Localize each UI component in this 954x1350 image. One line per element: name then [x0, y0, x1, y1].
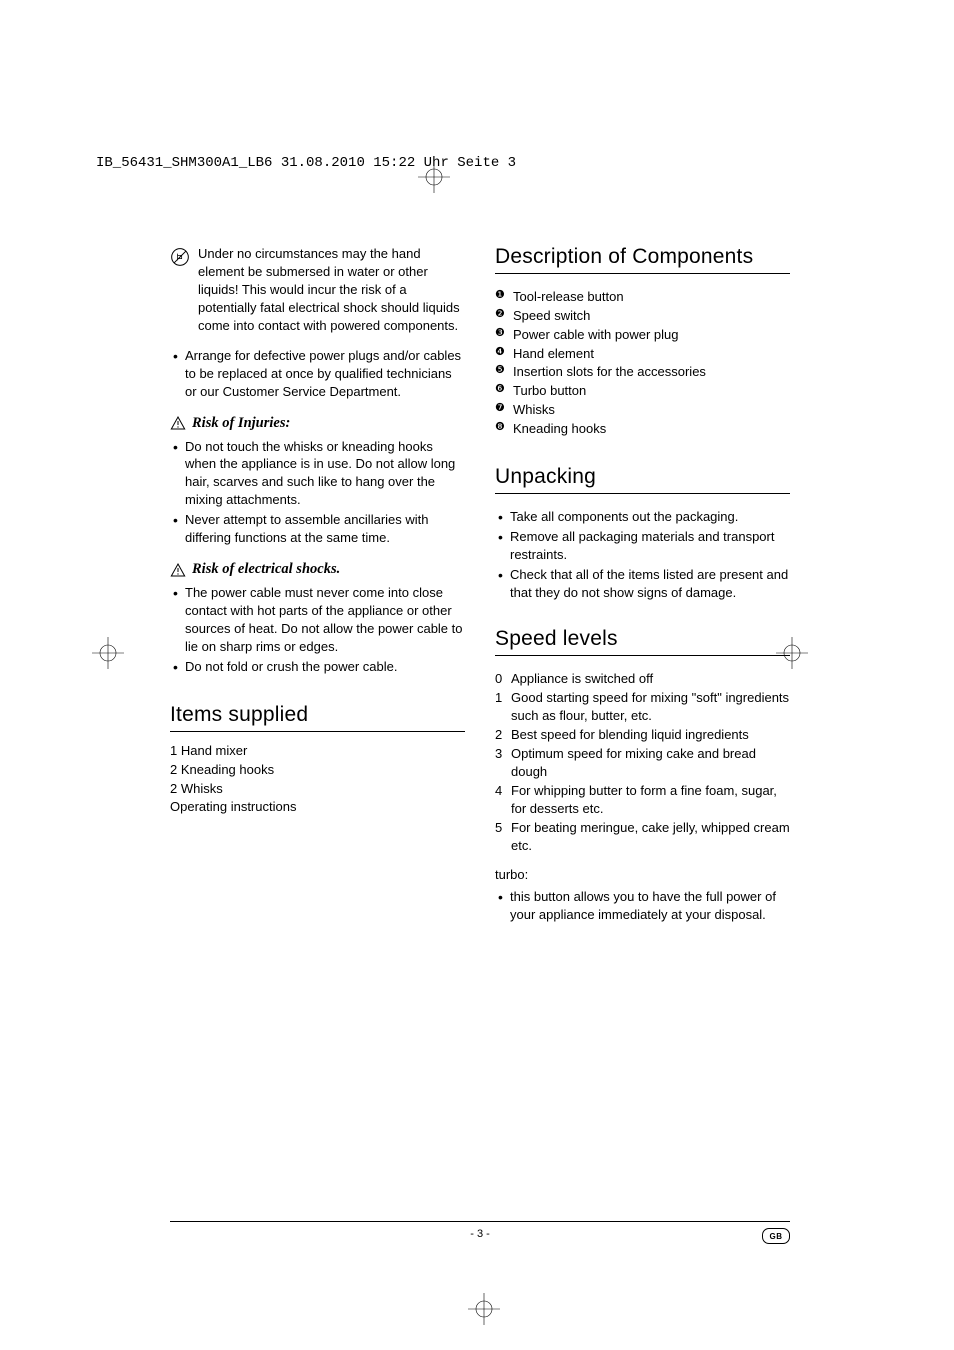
speed-number: 4 — [495, 782, 511, 800]
defective-plug-item: Arrange for defective power plugs and/or… — [185, 347, 465, 401]
no-submerse-text: Under no circumstances may the hand elem… — [198, 245, 465, 335]
crop-mark-bottom-icon — [468, 1293, 500, 1325]
turbo-list: this button allows you to have the full … — [495, 888, 790, 924]
items-supplied-heading: Items supplied — [170, 703, 465, 732]
component-label: Power cable with power plug — [513, 326, 678, 345]
component-number-icon: ❽ — [495, 420, 507, 436]
warning-triangle-icon — [170, 562, 186, 578]
right-column: Description of Components ❶ Tool-release … — [495, 245, 790, 938]
component-number-icon: ❹ — [495, 345, 507, 361]
component-item: ❻ Turbo button — [495, 382, 790, 401]
component-label: Tool-release button — [513, 288, 624, 307]
speed-item: 4For whipping butter to form a fine foam… — [495, 782, 790, 818]
page-number: - 3 - — [470, 1228, 490, 1240]
speed-number: 0 — [495, 670, 511, 688]
speed-number: 1 — [495, 689, 511, 707]
speed-number: 5 — [495, 819, 511, 837]
component-number-icon: ❸ — [495, 326, 507, 342]
no-submerse-warning: Under no circumstances may the hand elem… — [170, 245, 465, 335]
component-label: Hand element — [513, 345, 594, 364]
component-label: Whisks — [513, 401, 555, 420]
component-label: Turbo button — [513, 382, 586, 401]
unpacking-list: Take all components out the packaging. Re… — [495, 508, 790, 602]
component-item: ❷ Speed switch — [495, 307, 790, 326]
speed-item: 3Optimum speed for mixing cake and bread… — [495, 745, 790, 781]
page-content: Under no circumstances may the hand elem… — [170, 245, 790, 938]
speed-item: 2Best speed for blending liquid ingredie… — [495, 726, 790, 744]
list-item: Check that all of the items listed are p… — [510, 566, 790, 602]
component-number-icon: ❻ — [495, 382, 507, 398]
list-item: Do not fold or crush the power cable. — [185, 658, 465, 676]
no-submerse-icon — [170, 247, 190, 267]
component-number-icon: ❼ — [495, 401, 507, 417]
list-item: Remove all packaging materials and trans… — [510, 528, 790, 564]
component-number-icon: ❷ — [495, 307, 507, 323]
crop-mark-top-icon — [418, 161, 450, 193]
speed-text: For whipping butter to form a fine foam,… — [511, 782, 790, 818]
component-item: ❺ Insertion slots for the accessories — [495, 363, 790, 382]
speed-number: 3 — [495, 745, 511, 763]
speed-text: Good starting speed for mixing "soft" in… — [511, 689, 790, 725]
speed-item: 1Good starting speed for mixing "soft" i… — [495, 689, 790, 725]
risk-shock-heading: Risk of electrical shocks. — [170, 561, 465, 578]
list-item: Take all components out the packaging. — [510, 508, 790, 526]
region-badge: GB — [762, 1228, 790, 1244]
component-label: Kneading hooks — [513, 420, 606, 439]
component-number-icon: ❶ — [495, 288, 507, 304]
speed-text: For beating meringue, cake jelly, whippe… — [511, 819, 790, 855]
turbo-item: this button allows you to have the full … — [510, 888, 790, 924]
component-item: ❼ Whisks — [495, 401, 790, 420]
speed-text: Optimum speed for mixing cake and bread … — [511, 745, 790, 781]
supplied-item: Operating instructions — [170, 798, 465, 817]
component-item: ❶ Tool-release button — [495, 288, 790, 307]
crop-mark-left-icon — [92, 637, 124, 669]
list-item: Never attempt to assemble ancillaries wi… — [185, 511, 465, 547]
unpacking-heading: Unpacking — [495, 465, 790, 494]
component-item: ❸ Power cable with power plug — [495, 326, 790, 345]
print-header: IB_56431_SHM300A1_LB6 31.08.2010 15:22 U… — [96, 155, 536, 179]
page-footer: - 3 - GB — [170, 1221, 790, 1240]
speed-item: 5For beating meringue, cake jelly, whipp… — [495, 819, 790, 855]
supplied-item: 2 Whisks — [170, 780, 465, 799]
component-label: Insertion slots for the accessories — [513, 363, 706, 382]
turbo-label: turbo: — [495, 867, 790, 882]
supplied-item: 2 Kneading hooks — [170, 761, 465, 780]
speed-text: Best speed for blending liquid ingredien… — [511, 726, 749, 744]
list-item: The power cable must never come into clo… — [185, 584, 465, 656]
risk-injuries-label: Risk of Injuries: — [192, 415, 290, 432]
supplied-item: 1 Hand mixer — [170, 742, 465, 761]
component-item: ❹ Hand element — [495, 345, 790, 364]
list-item: Do not touch the whisks or kneading hook… — [185, 438, 465, 510]
components-list: ❶ Tool-release button ❷ Speed switch ❸ Power … — [495, 288, 790, 439]
items-supplied-list: 1 Hand mixer2 Kneading hooks2 WhisksOper… — [170, 742, 465, 817]
component-number-icon: ❺ — [495, 363, 507, 379]
speed-item: 0Appliance is switched off — [495, 670, 790, 688]
component-item: ❽ Kneading hooks — [495, 420, 790, 439]
component-label: Speed switch — [513, 307, 590, 326]
speed-text: Appliance is switched off — [511, 670, 653, 688]
risk-injuries-heading: Risk of Injuries: — [170, 415, 465, 432]
risk-shock-label: Risk of electrical shocks. — [192, 561, 340, 578]
speed-number: 2 — [495, 726, 511, 744]
speed-heading: Speed levels — [495, 627, 790, 656]
speed-list: 0Appliance is switched off1Good starting… — [495, 670, 790, 854]
defective-plug-list: Arrange for defective power plugs and/or… — [170, 347, 465, 401]
left-column: Under no circumstances may the hand elem… — [170, 245, 465, 817]
risk-shock-list: The power cable must never come into clo… — [170, 584, 465, 676]
components-heading: Description of Components — [495, 245, 790, 274]
risk-injuries-list: Do not touch the whisks or kneading hook… — [170, 438, 465, 548]
warning-triangle-icon — [170, 415, 186, 431]
